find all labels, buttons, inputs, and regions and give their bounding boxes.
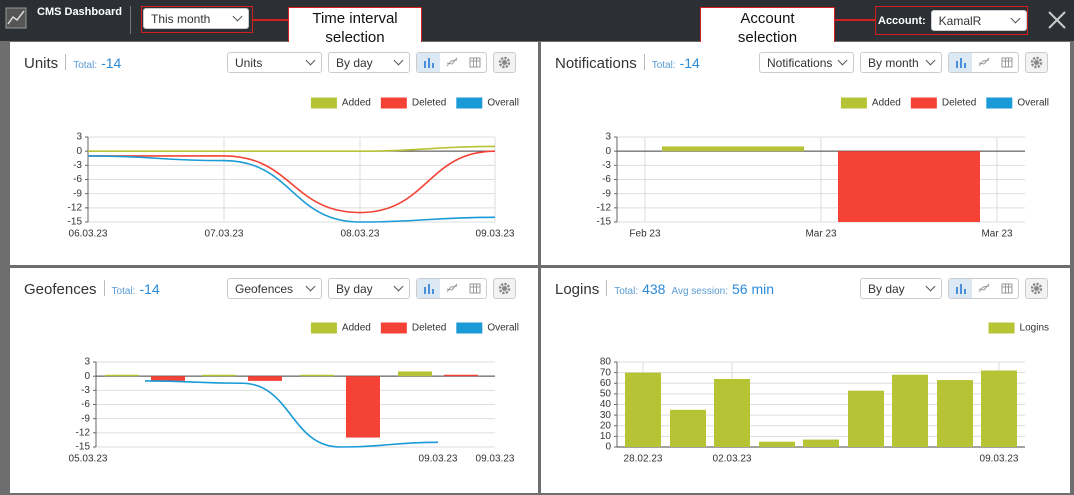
logo [5,7,27,29]
dropdown-value: Notifications [767,55,833,70]
view-toggle [416,52,487,73]
separator [643,54,645,70]
controls: By day [860,278,1048,299]
chevron [925,55,936,66]
panel-title: Logins [555,281,600,298]
separator [606,280,608,296]
panel-title: Geofences [24,281,97,298]
total-label: Total: [614,286,639,297]
dropdown-value: Geofences [235,281,294,296]
close-button[interactable] [1047,10,1067,30]
line-view[interactable] [440,53,463,72]
line-view[interactable] [972,279,995,298]
chevron [305,281,316,292]
bar-view[interactable] [417,53,440,72]
settings-button[interactable] [493,52,516,73]
total-value: -14 [139,281,160,297]
line-view[interactable] [972,53,995,72]
bar-view[interactable] [417,279,440,298]
account-value: KamalR [938,13,982,28]
separator [130,6,131,34]
account-highlight: Account: KamalR [875,6,1028,35]
dropdown[interactable]: By day [860,278,942,299]
settings-button[interactable] [1025,278,1048,299]
dropdown-value: By day [868,281,905,296]
dropdown[interactable]: By day [328,52,410,73]
dropdown[interactable]: By month [860,52,942,73]
chevron [393,55,404,66]
controls: Units By day [227,52,516,73]
separator [65,54,67,70]
session-label: Avg session: [671,286,728,297]
bar-view[interactable] [949,53,972,72]
top-bar: CMS Dashboard This month Time interval s… [0,0,1074,49]
panel-title: Units [24,55,59,72]
panel-title: Notifications [555,55,637,72]
account-label: Account: [878,14,926,27]
app-title: CMS Dashboard [37,6,122,18]
panel: Logins Total: 438 Avg session: 56 min By day [541,268,1070,493]
panel-header: Logins Total: 438 Avg session: 56 min [555,280,774,299]
chevron [305,55,316,66]
panel-header: Notifications Total: -14 [555,54,700,73]
dropdown-value: By day [336,281,373,296]
dropdown[interactable]: Geofences [227,278,322,299]
connector [835,19,876,21]
controls: Geofences By day [227,278,516,299]
total-value: -14 [679,55,700,71]
panel: Units Total: -14 Units By day [10,42,538,265]
account-select[interactable]: KamalR [930,10,1027,31]
line-view[interactable] [440,279,463,298]
table-view[interactable] [995,279,1018,298]
connector [252,19,289,21]
session-value: 56 min [731,281,775,297]
panel: Geofences Total: -14 Geofences By day [10,268,538,493]
total-label: Total: [73,60,98,71]
dropdown[interactable]: Notifications [759,52,854,73]
panel: Notifications Total: -14 Notifications By mo… [541,42,1070,265]
chevron [925,281,936,292]
dropdown-value: By day [336,55,373,70]
dropdown-value: By month [868,55,919,70]
interval-value: This month [151,11,211,26]
table-view[interactable] [463,279,486,298]
settings-button[interactable] [1025,52,1048,73]
chevron [837,55,848,66]
view-toggle [948,278,1019,299]
total-label: Total: [111,286,136,297]
view-toggle [948,52,1019,73]
controls: Notifications By month [759,52,1048,73]
table-view[interactable] [995,53,1018,72]
dropdown[interactable]: Units [227,52,322,73]
view-toggle [416,278,487,299]
total-value: -14 [101,55,122,71]
bar-view[interactable] [949,279,972,298]
interval-highlight: This month [141,6,253,33]
interval-select[interactable]: This month [143,8,249,29]
panel-header: Units Total: -14 [24,54,121,73]
table-view[interactable] [463,53,486,72]
settings-button[interactable] [493,278,516,299]
separator [103,280,105,296]
chevron [393,281,404,292]
dropdown[interactable]: By day [328,278,410,299]
panel-header: Geofences Total: -14 [24,280,160,299]
dropdown-value: Units [235,55,263,70]
total-value: 438 [642,281,666,297]
total-label: Total: [651,60,676,71]
